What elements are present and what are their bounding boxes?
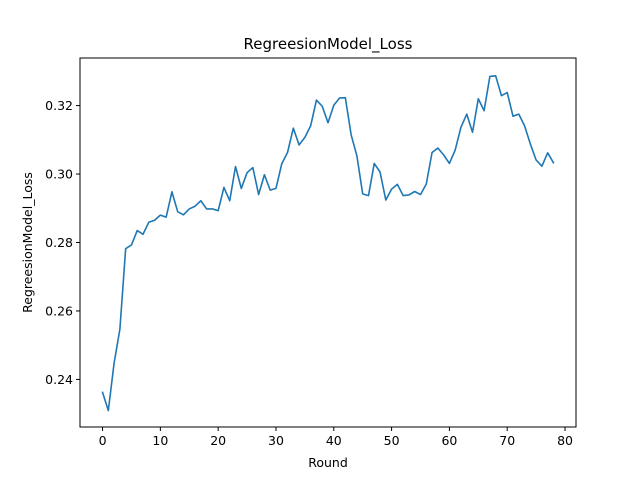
x-tick-label: 0 [99,433,107,448]
x-tick-label: 40 [326,433,342,448]
y-tick-label: 0.26 [45,303,73,318]
chart-title: RegreesionModel_Loss [244,35,413,54]
x-tick-label: 30 [268,433,284,448]
plot-area [101,75,555,412]
x-tick-label: 20 [210,433,226,448]
y-tick-label: 0.24 [45,372,73,387]
y-axis: 0.24 0.26 0.28 0.30 0.32 [45,98,80,387]
y-tick-label: 0.28 [45,235,73,250]
y-axis-title: RegreesionModel_Loss [20,172,35,313]
x-tick-label: 10 [152,433,168,448]
x-tick-label: 70 [499,433,515,448]
y-tick-label: 0.32 [45,98,73,113]
x-axis: 0 10 20 30 40 50 60 70 80 [99,427,573,448]
x-axis-title: Round [308,455,348,470]
x-tick-label: 50 [384,433,400,448]
y-tick-label: 0.30 [45,167,73,182]
series-line-0 [101,75,555,412]
x-tick-label: 60 [441,433,457,448]
x-tick-label: 80 [557,433,573,448]
